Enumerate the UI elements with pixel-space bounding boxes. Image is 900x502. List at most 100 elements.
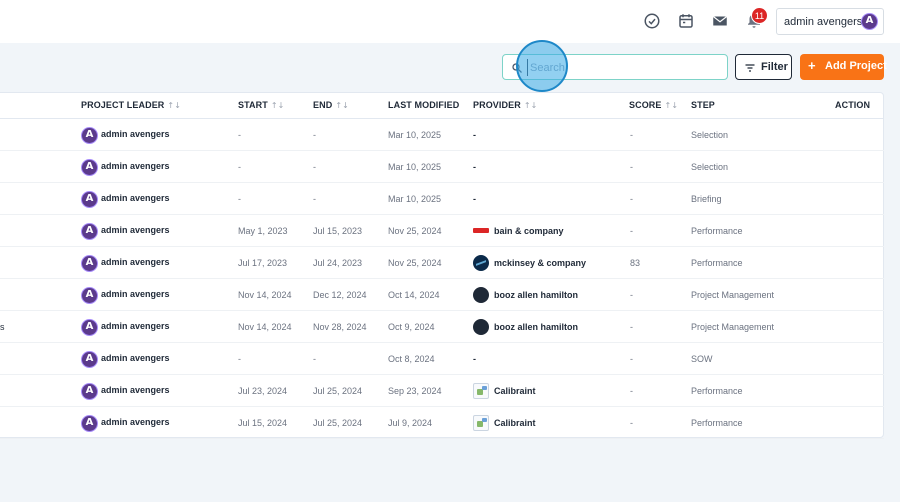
modified-cell: Mar 10, 2025 (388, 194, 442, 204)
step-cell: Briefing (691, 194, 722, 204)
step-cell: Performance (691, 418, 743, 428)
step-cell: Performance (691, 386, 743, 396)
score-cell: - (630, 162, 633, 172)
start-cell: Jul 23, 2024 (238, 386, 288, 396)
step-cell: Selection (691, 130, 729, 140)
calendar-icon[interactable] (677, 12, 695, 30)
end-cell: Jul 24, 2023 (313, 258, 363, 268)
filter-button[interactable]: Filter (735, 54, 792, 80)
score-cell: - (630, 418, 633, 428)
col-last-modified[interactable]: LAST MODIFIED (388, 100, 460, 110)
avatar: A (861, 13, 878, 30)
start-cell: - (238, 162, 241, 172)
col-end[interactable]: END ↑↓ (313, 100, 349, 110)
start-cell: Nov 14, 2024 (238, 290, 292, 300)
avatar: A (81, 351, 98, 368)
start-cell: - (238, 130, 241, 140)
add-project-label: Add Project (825, 60, 887, 72)
provider-logo (473, 415, 489, 431)
sort-icon[interactable]: ↑↓ (523, 101, 538, 110)
score-cell: - (630, 386, 633, 396)
step-cell: Project Management (691, 290, 775, 300)
col-score[interactable]: SCORE ↑↓ (629, 100, 679, 110)
leader-cell: admin avengers (101, 193, 170, 203)
modified-cell: Nov 25, 2024 (388, 226, 442, 236)
filter-icon (744, 62, 756, 74)
sort-icon[interactable]: ↑↓ (664, 101, 679, 110)
mail-icon[interactable] (711, 12, 729, 30)
end-cell: - (313, 130, 316, 140)
end-cell: Dec 12, 2024 (313, 290, 367, 300)
avatar: A (81, 287, 98, 304)
provider-cell: bain & company (494, 226, 564, 236)
sort-icon[interactable]: ↑↓ (335, 101, 349, 110)
step-cell: Project Management (691, 322, 775, 332)
step-cell: SOW (691, 354, 713, 364)
search-icon (511, 61, 523, 73)
avatar: A (81, 191, 98, 208)
start-cell: May 1, 2023 (238, 226, 288, 236)
leader-cell: admin avengers (101, 353, 170, 363)
start-cell: Jul 15, 2024 (238, 418, 288, 428)
provider-logo (473, 319, 489, 335)
user-name: admin avengers (784, 16, 863, 28)
search-box[interactable] (502, 54, 728, 80)
end-cell: - (313, 354, 316, 364)
start-cell: Jul 17, 2023 (238, 258, 288, 268)
col-project-leader[interactable]: PROJECT LEADER ↑↓ (81, 100, 182, 110)
notification-badge: 11 (751, 7, 768, 24)
step-cell: Performance (691, 258, 743, 268)
avatar: A (81, 383, 98, 400)
start-cell: - (238, 354, 241, 364)
sort-icon[interactable]: ↑↓ (270, 101, 285, 110)
leader-cell: admin avengers (101, 225, 170, 235)
start-cell: Nov 14, 2024 (238, 322, 292, 332)
sort-icon[interactable]: ↑↓ (167, 101, 182, 110)
score-cell: - (630, 194, 633, 204)
leader-cell: admin avengers (101, 129, 170, 139)
end-cell: - (313, 162, 316, 172)
avatar: A (81, 127, 98, 144)
score-cell: - (630, 130, 633, 140)
provider-cell: mckinsey & company (494, 258, 587, 268)
step-cell: Selection (691, 162, 729, 172)
provider-cell: - (473, 194, 476, 204)
user-menu[interactable]: admin avengers A (776, 8, 884, 35)
start-cell: - (238, 194, 241, 204)
search-input[interactable] (527, 59, 722, 76)
leader-cell: admin avengers (101, 289, 170, 299)
col-provider[interactable]: PROVIDER ↑↓ (473, 100, 538, 110)
provider-cell: Calibraint (494, 386, 536, 396)
leader-cell: admin avengers (101, 417, 170, 427)
modified-cell: Jul 9, 2024 (388, 418, 433, 428)
modified-cell: Mar 10, 2025 (388, 130, 442, 140)
modified-cell: Oct 9, 2024 (388, 322, 435, 332)
score-cell: - (630, 354, 633, 364)
modified-cell: Sep 23, 2024 (388, 386, 442, 396)
score-cell: - (630, 322, 633, 332)
score-cell: - (630, 290, 633, 300)
provider-logo (473, 255, 489, 271)
check-circle-icon[interactable] (643, 12, 661, 30)
modified-cell: Nov 25, 2024 (388, 258, 442, 268)
modified-cell: Oct 14, 2024 (388, 290, 440, 300)
col-step: STEP (691, 100, 715, 110)
col-start[interactable]: START ↑↓ (238, 100, 285, 110)
score-cell: - (630, 226, 633, 236)
table-header: PROJECT LEADER ↑↓ START ↑↓ END ↑↓ LAST MODI… (0, 93, 884, 119)
add-project-button[interactable]: + Add Project (800, 54, 887, 80)
end-cell: Jul 15, 2023 (313, 226, 363, 236)
provider-cell: - (473, 162, 476, 172)
end-cell: - (313, 194, 316, 204)
truncated-cell: s (0, 322, 5, 332)
